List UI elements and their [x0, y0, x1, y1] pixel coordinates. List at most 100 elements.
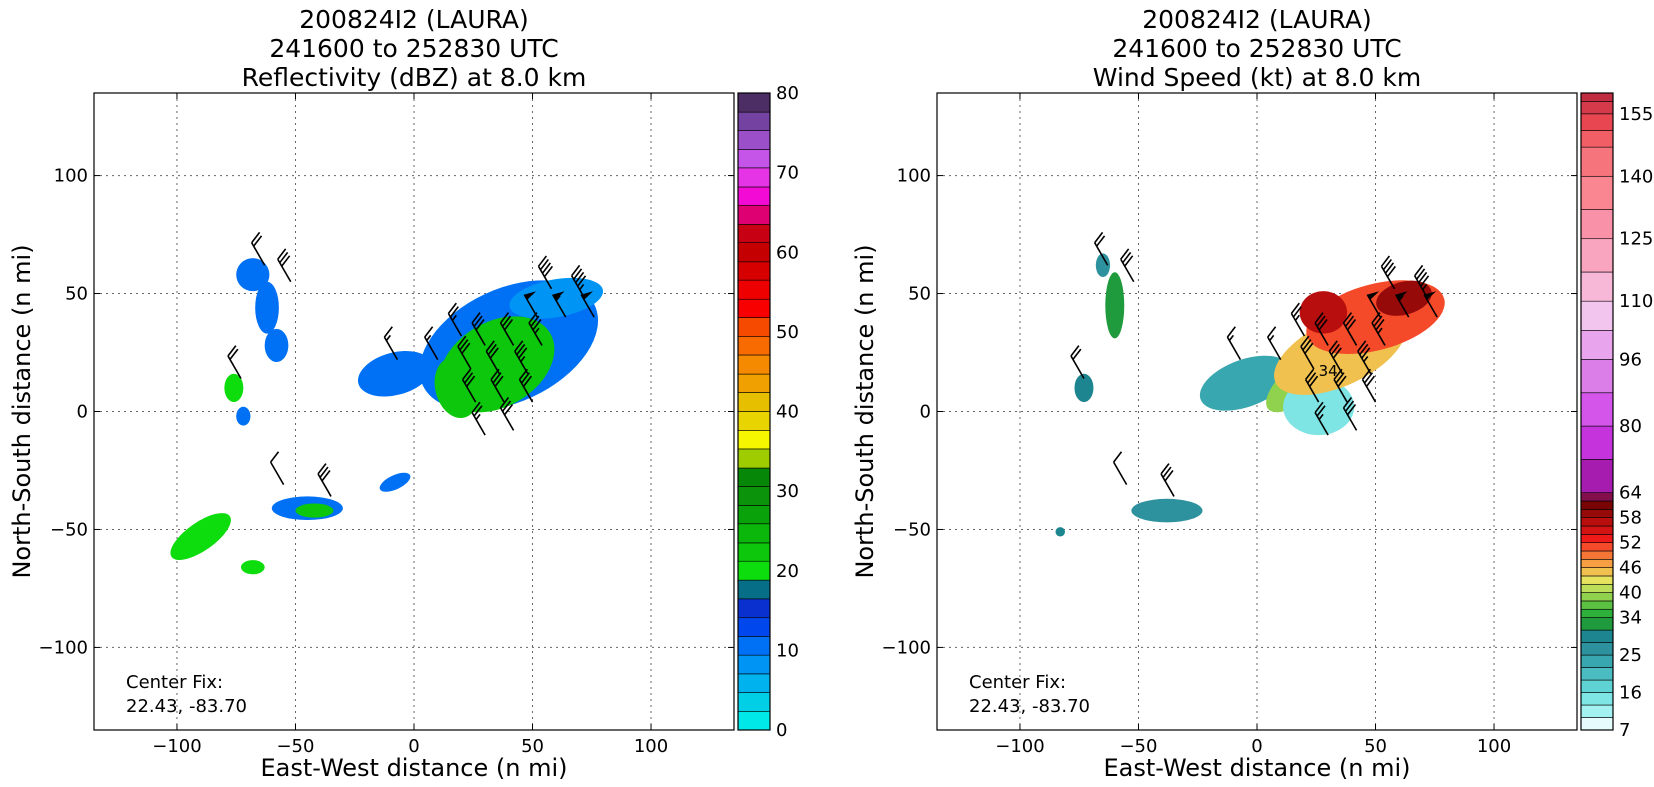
barb-staff	[1366, 294, 1381, 318]
wind-barb	[1290, 302, 1306, 337]
colorbar-segment	[737, 560, 771, 581]
colorbar-segment	[1580, 654, 1614, 668]
y-tick-label: 0	[920, 402, 931, 423]
colorbar-segment	[737, 373, 771, 393]
x-tick-label: −50	[1119, 736, 1157, 757]
wind-barb	[514, 340, 529, 375]
chart-panel-1: 200824I2 (LAURA)241600 to 252830 UTCRefl…	[8, 5, 799, 782]
colorbar-tick-label: 40	[776, 402, 799, 423]
colorbar-segment	[1580, 238, 1614, 273]
colorbar-segment	[1580, 492, 1614, 502]
barb-staff	[447, 313, 463, 337]
barb-pennant	[524, 291, 537, 300]
colorbar-segment	[737, 392, 771, 412]
barb-staff	[1380, 265, 1396, 290]
wind-barb	[523, 291, 538, 318]
barb-staff	[499, 407, 515, 431]
colorbar-segment	[1580, 392, 1614, 427]
colorbar-segment	[1580, 600, 1614, 610]
wind-barb	[250, 231, 266, 266]
wind-barb	[317, 463, 332, 497]
wind-barb	[1380, 255, 1397, 290]
x-tick-label: 0	[408, 736, 419, 757]
colorbar-segment	[1580, 567, 1614, 577]
barb-full	[532, 319, 542, 331]
colorbar-segment	[737, 486, 771, 506]
data-region	[1074, 373, 1094, 403]
grid	[937, 93, 1577, 730]
colorbar-segment	[1580, 500, 1614, 510]
center-fix-annotation-line-2: 22.43, -83.70	[126, 696, 247, 717]
colorbar-segment	[1580, 534, 1614, 543]
chart-title-line-1: 200824I2 (LAURA)	[299, 5, 529, 34]
barb-full	[1302, 339, 1312, 351]
data-region	[1105, 272, 1125, 339]
barb-full	[1096, 235, 1106, 247]
barb-full	[1162, 466, 1172, 478]
colorbar-segment	[1580, 509, 1614, 518]
barb-staff	[461, 379, 477, 403]
barb-staff	[317, 473, 332, 497]
colorbar-segment	[737, 448, 771, 469]
barb-full	[1337, 375, 1347, 387]
wind-barb	[1395, 291, 1410, 318]
barb-full	[520, 372, 531, 384]
barb-full	[571, 264, 581, 277]
barb-full	[1328, 340, 1338, 352]
barb-full	[1375, 319, 1385, 331]
barb-full	[473, 405, 483, 417]
y-tick-label: −100	[39, 637, 88, 658]
colorbar-frame	[1580, 92, 1614, 731]
colorbar-segment	[1580, 330, 1614, 360]
barb-staff	[1304, 379, 1320, 403]
colorbar-tick-label: 46	[1619, 558, 1642, 579]
data-region	[1376, 280, 1432, 316]
data-field	[1055, 253, 1445, 537]
barb-full	[501, 400, 512, 412]
barb-full	[485, 340, 495, 352]
barb-full	[518, 368, 529, 381]
barb-half	[385, 334, 391, 342]
barb-full	[1359, 343, 1369, 356]
data-region	[224, 373, 244, 403]
y-axis-label: North-South distance (n mi)	[851, 244, 879, 578]
colorbar-tick-label: 64	[1619, 483, 1642, 504]
colorbar-segment	[737, 242, 771, 263]
y-tick-label: 100	[897, 166, 931, 187]
wind-barb	[1357, 340, 1372, 375]
barb-full	[499, 312, 510, 324]
barb-staff	[1342, 322, 1358, 346]
colorbar-segment	[737, 224, 771, 243]
barb-full	[449, 306, 459, 318]
colorbar-tick-label: 52	[1619, 533, 1642, 554]
barb-full	[1346, 403, 1357, 416]
colorbar-segment	[737, 336, 771, 356]
barb-full	[1342, 397, 1353, 409]
chart-title-line-2: 241600 to 252830 UTC	[269, 34, 558, 63]
data-region	[1095, 253, 1111, 278]
data-region	[264, 328, 289, 362]
data-region	[255, 281, 279, 334]
barb-half	[451, 314, 457, 321]
colorbar-tick-label: 58	[1619, 508, 1642, 529]
data-region	[379, 472, 411, 492]
barb-full	[503, 319, 514, 331]
barb-half	[1228, 334, 1234, 342]
colorbar-segment	[1580, 300, 1614, 331]
colorbar-segment	[1580, 592, 1614, 602]
wind-barb	[1314, 312, 1329, 346]
barb-full	[522, 375, 533, 387]
center-fix-annotation-line-1: Center Fix:	[126, 672, 223, 693]
barb-full	[1318, 319, 1328, 331]
barb-full	[1314, 312, 1324, 324]
barb-full	[1112, 451, 1123, 463]
barb-staff	[485, 350, 501, 375]
barb-full	[321, 470, 331, 482]
barb-full	[518, 347, 528, 359]
colorbar-tick-label: 34	[1619, 608, 1642, 629]
barb-half	[1398, 295, 1404, 302]
barb-half	[1269, 334, 1275, 342]
barb-pennant	[552, 291, 565, 300]
barb-full	[1300, 335, 1310, 348]
